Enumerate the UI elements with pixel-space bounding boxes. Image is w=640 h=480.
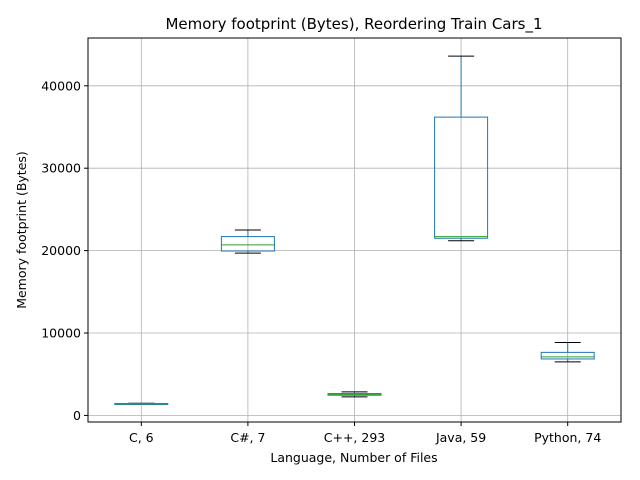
box-iqr <box>434 116 489 239</box>
x-tick-label: C, 6 <box>129 430 154 445</box>
y-tick-label: 20000 <box>41 243 81 258</box>
box-iqr <box>220 236 275 252</box>
box-1 <box>220 229 275 254</box>
y-tick-label: 30000 <box>41 161 81 176</box>
x-tick-label: Python, 74 <box>534 430 601 445</box>
x-axis-label: Language, Number of Files <box>270 450 437 465</box>
x-tick-label: C#, 7 <box>230 430 265 445</box>
x-tick-label: Java, 59 <box>435 430 486 445</box>
boxes-layer <box>114 55 595 405</box>
box-4 <box>540 341 595 363</box>
y-tick-label: 40000 <box>41 78 81 93</box>
chart-title: Memory footprint (Bytes), Reordering Tra… <box>165 15 542 34</box>
y-axis-label: Memory footprint (Bytes) <box>14 151 29 309</box>
box-iqr <box>540 351 595 360</box>
x-axis-ticks: C, 6 C#, 7 C++, 293 Java, 59 Python, 74 <box>129 422 601 445</box>
y-tick-label: 10000 <box>41 326 81 341</box>
box-2 <box>327 391 382 398</box>
box-3 <box>434 55 489 242</box>
y-tick-label: 0 <box>73 408 81 423</box>
grid-lines <box>88 38 621 422</box>
x-tick-label: C++, 293 <box>324 430 385 445</box>
y-axis-ticks: 0 10000 20000 30000 40000 <box>41 78 88 423</box>
box-0 <box>114 402 169 405</box>
